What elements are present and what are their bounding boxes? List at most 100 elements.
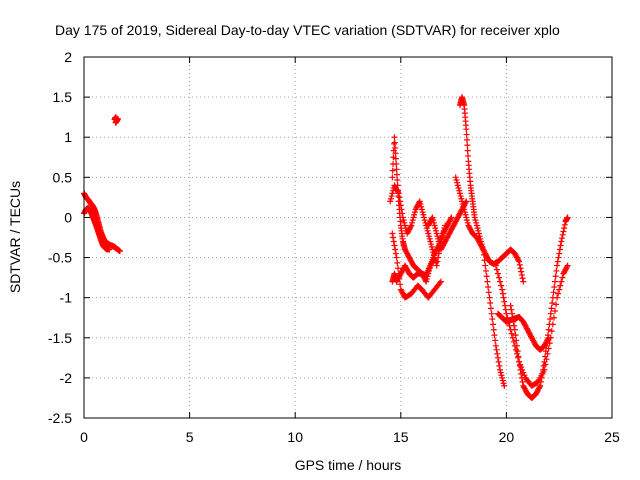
data-point bbox=[393, 160, 400, 167]
data-point bbox=[423, 275, 430, 282]
data-point bbox=[554, 294, 561, 301]
data-point bbox=[510, 338, 517, 345]
data-point bbox=[395, 190, 402, 197]
data-point bbox=[435, 235, 442, 242]
data-point bbox=[558, 278, 565, 285]
data-point bbox=[457, 193, 464, 200]
x-tick-label: 25 bbox=[604, 429, 620, 445]
data-point bbox=[426, 265, 433, 272]
y-tick-label: 1 bbox=[64, 129, 72, 145]
data-point bbox=[397, 198, 404, 205]
data-point bbox=[396, 194, 403, 201]
data-point bbox=[488, 310, 495, 317]
data-point bbox=[461, 209, 468, 216]
data-point bbox=[418, 203, 425, 210]
data-point bbox=[520, 369, 527, 376]
data-point bbox=[553, 267, 560, 274]
data-point bbox=[493, 346, 500, 353]
data-point bbox=[544, 350, 551, 357]
data-point bbox=[393, 254, 400, 261]
data-point bbox=[440, 230, 447, 237]
x-tick-label: 10 bbox=[287, 429, 303, 445]
data-point bbox=[536, 384, 543, 391]
data-point bbox=[437, 278, 444, 285]
data-point bbox=[454, 179, 461, 186]
data-point bbox=[419, 209, 426, 216]
data-point bbox=[462, 199, 469, 206]
data-point bbox=[399, 210, 406, 217]
data-point bbox=[394, 189, 401, 196]
chart-title: Day 175 of 2019, Sidereal Day-to-day VTE… bbox=[55, 22, 560, 38]
data-point bbox=[559, 274, 566, 281]
data-point bbox=[490, 321, 497, 328]
data-point bbox=[552, 273, 559, 280]
data-point bbox=[498, 372, 505, 379]
data-point bbox=[557, 282, 564, 289]
data-point bbox=[420, 211, 427, 218]
data-point bbox=[519, 378, 526, 385]
plot-frame bbox=[83, 56, 613, 419]
series-early-cluster bbox=[111, 114, 121, 126]
data-point bbox=[398, 206, 405, 213]
data-point bbox=[428, 243, 435, 250]
data-point bbox=[389, 174, 396, 181]
data-point bbox=[465, 152, 472, 159]
data-point bbox=[547, 334, 554, 341]
data-point bbox=[498, 282, 505, 289]
data-point bbox=[485, 289, 492, 296]
x-tick-label: 20 bbox=[499, 429, 515, 445]
data-point bbox=[464, 147, 471, 154]
data-point bbox=[496, 362, 503, 369]
data-point bbox=[472, 217, 479, 224]
data-point bbox=[391, 139, 398, 146]
data-point bbox=[440, 227, 447, 234]
data-point bbox=[430, 219, 437, 226]
data-point bbox=[561, 221, 568, 228]
data-point bbox=[542, 361, 549, 368]
data-point bbox=[106, 246, 113, 253]
data-point bbox=[426, 235, 433, 242]
data-point bbox=[410, 214, 417, 221]
data-point bbox=[520, 278, 527, 285]
y-tick-label: 2 bbox=[64, 49, 72, 65]
data-point bbox=[501, 382, 508, 389]
x-axis-label: GPS time / hours bbox=[295, 457, 402, 473]
data-point bbox=[475, 230, 482, 237]
data-point bbox=[421, 217, 428, 224]
data-point bbox=[463, 126, 470, 133]
data-point bbox=[389, 190, 396, 197]
data-point bbox=[556, 246, 563, 253]
data-point bbox=[455, 185, 462, 192]
data-point bbox=[548, 328, 555, 335]
data-point bbox=[393, 171, 400, 178]
data-point bbox=[423, 278, 430, 285]
series-arc-8 bbox=[494, 310, 552, 353]
data-point bbox=[464, 219, 471, 226]
data-point bbox=[555, 254, 562, 261]
data-point bbox=[556, 286, 563, 293]
data-point bbox=[500, 294, 507, 301]
data-point bbox=[503, 310, 510, 317]
data-point bbox=[544, 332, 551, 339]
data-point bbox=[545, 345, 552, 352]
data-point bbox=[511, 342, 518, 349]
data-point bbox=[507, 326, 514, 333]
data-point bbox=[421, 214, 428, 221]
data-point bbox=[424, 273, 431, 280]
x-tick-label: 0 bbox=[80, 429, 88, 445]
data-point bbox=[471, 214, 478, 221]
data-point bbox=[424, 227, 431, 234]
data-point bbox=[441, 225, 448, 232]
data-point bbox=[394, 177, 401, 184]
y-tick-label: 0 bbox=[64, 209, 72, 225]
data-point bbox=[394, 265, 401, 272]
data-point bbox=[395, 270, 402, 277]
data-point bbox=[550, 289, 557, 296]
data-point bbox=[116, 248, 123, 255]
data-point bbox=[425, 267, 432, 274]
data-point bbox=[418, 206, 425, 213]
data-point bbox=[490, 326, 497, 333]
data-point bbox=[411, 209, 418, 216]
data-point bbox=[433, 227, 439, 234]
